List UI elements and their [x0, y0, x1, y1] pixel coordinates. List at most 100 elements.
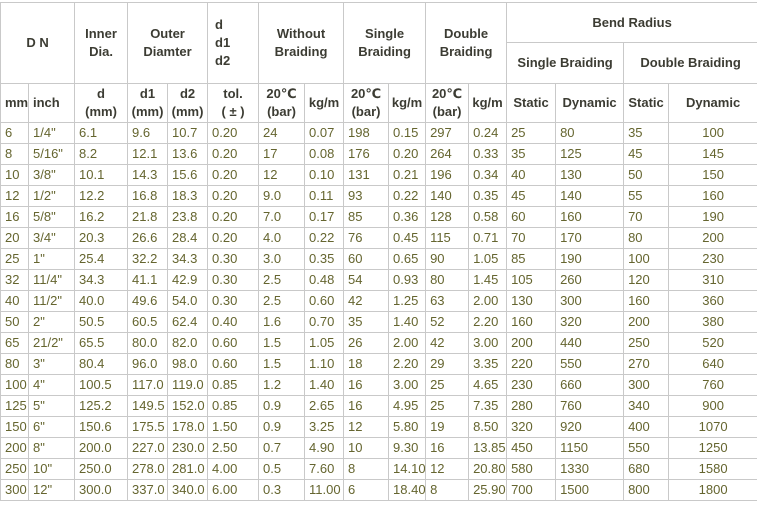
- cell-d-mm: 32: [0, 269, 29, 291]
- cell-double-braiding-bar: 52: [425, 311, 470, 333]
- cell-without-braiding-bar: 12: [258, 164, 306, 186]
- cell-double-braiding-kgm: 25.90: [468, 479, 508, 501]
- table-body: 6 1/4" 6.1 9.6 10.7 0.20 24 0.07 198 0.15 297 0.24 2…: [0, 122, 757, 501]
- cell-double-braiding-kgm: 4.65: [468, 374, 508, 396]
- cell-tolerance: 2.50: [207, 437, 260, 459]
- cell-double-braiding-kgm: 2.00: [468, 290, 508, 312]
- cell-double-braiding-kgm: 0.35: [468, 185, 508, 207]
- cell-single-braiding-kgm: 0.36: [388, 206, 427, 228]
- cell-single-braiding-bar: 93: [343, 185, 390, 207]
- cell-tolerance: 0.30: [207, 248, 260, 270]
- cell-bend-double-static: 340: [623, 395, 670, 417]
- cell-without-braiding-bar: 1.5: [258, 353, 306, 375]
- header-single-braiding: Single Braiding: [343, 2, 427, 84]
- cell-bend-double-dynamic: 150: [668, 164, 757, 186]
- subheader-without-braiding-bar: 20℃ (bar): [258, 83, 306, 123]
- cell-d-mm: 16: [0, 206, 29, 228]
- cell-bend-single-static: 40: [506, 164, 557, 186]
- cell-bend-double-static: 800: [623, 479, 670, 501]
- table-row: 12 1/2" 12.2 16.8 18.3 0.20 9.0 0.11 93 0.22 140 0.…: [0, 185, 757, 207]
- cell-d1-mm: 278.0: [127, 458, 169, 480]
- cell-bend-single-static: 130: [506, 290, 557, 312]
- cell-single-braiding-kgm: 4.95: [388, 395, 427, 417]
- cell-single-braiding-kgm: 0.21: [388, 164, 427, 186]
- cell-single-braiding-bar: 42: [343, 290, 390, 312]
- cell-bend-single-static: 200: [506, 332, 557, 354]
- cell-single-braiding-bar: 76: [343, 227, 390, 249]
- cell-double-braiding-bar: 115: [425, 227, 470, 249]
- cell-inner-d-mm: 8.2: [74, 143, 129, 165]
- cell-d-mm: 20: [0, 227, 29, 249]
- cell-d-mm: 8: [0, 143, 29, 165]
- subheader-d1-mm: d1 (mm): [127, 83, 169, 123]
- cell-bend-single-static: 160: [506, 311, 557, 333]
- cell-d-mm: 150: [0, 416, 29, 438]
- cell-without-braiding-kgm: 0.35: [304, 248, 345, 270]
- table-row: 80 3" 80.4 96.0 98.0 0.60 1.5 1.10 18 2.20 29 3.35 2…: [0, 353, 757, 375]
- cell-bend-double-dynamic: 200: [668, 227, 757, 249]
- cell-bend-single-dynamic: 170: [555, 227, 625, 249]
- cell-tolerance: 0.30: [207, 290, 260, 312]
- cell-tolerance: 6.00: [207, 479, 260, 501]
- cell-bend-double-dynamic: 310: [668, 269, 757, 291]
- cell-d2-mm: 42.9: [167, 269, 209, 291]
- subheader-single-braiding-kgm: kg/m: [388, 83, 427, 123]
- cell-d2-mm: 82.0: [167, 332, 209, 354]
- cell-without-braiding-bar: 4.0: [258, 227, 306, 249]
- cell-n-inch: 4": [27, 374, 76, 396]
- cell-inner-d-mm: 34.3: [74, 269, 129, 291]
- cell-d2-mm: 178.0: [167, 416, 209, 438]
- header-d-d1-d2: d d1 d2: [207, 2, 260, 84]
- cell-d-mm: 6: [0, 122, 29, 144]
- cell-bend-single-static: 450: [506, 437, 557, 459]
- cell-double-braiding-kgm: 0.24: [468, 122, 508, 144]
- cell-without-braiding-kgm: 0.10: [304, 164, 345, 186]
- cell-d1-mm: 16.8: [127, 185, 169, 207]
- cell-without-braiding-bar: 9.0: [258, 185, 306, 207]
- cell-without-braiding-kgm: 0.22: [304, 227, 345, 249]
- cell-bend-single-static: 85: [506, 248, 557, 270]
- cell-d2-mm: 34.3: [167, 248, 209, 270]
- cell-bend-single-static: 45: [506, 185, 557, 207]
- cell-bend-double-static: 70: [623, 206, 670, 228]
- cell-double-braiding-kgm: 1.05: [468, 248, 508, 270]
- cell-without-braiding-bar: 3.0: [258, 248, 306, 270]
- cell-bend-single-static: 25: [506, 122, 557, 144]
- cell-tolerance: 0.20: [207, 206, 260, 228]
- header-d-n: D N: [0, 2, 76, 84]
- cell-double-braiding-kgm: 20.80: [468, 458, 508, 480]
- cell-double-braiding-kgm: 8.50: [468, 416, 508, 438]
- table-row: 40 11/2" 40.0 49.6 54.0 0.30 2.5 0.60 42 1.25 63 2.…: [0, 290, 757, 312]
- cell-bend-single-static: 230: [506, 374, 557, 396]
- cell-double-braiding-kgm: 3.35: [468, 353, 508, 375]
- cell-tolerance: 4.00: [207, 458, 260, 480]
- cell-without-braiding-bar: 0.3: [258, 479, 306, 501]
- cell-double-braiding-bar: 80: [425, 269, 470, 291]
- cell-double-braiding-kgm: 0.58: [468, 206, 508, 228]
- cell-d2-mm: 10.7: [167, 122, 209, 144]
- header-row-units: mm inch d (mm) d1 (mm) d2 (mm) tol. ( ± …: [0, 83, 757, 123]
- cell-bend-double-static: 250: [623, 332, 670, 354]
- cell-without-braiding-kgm: 11.00: [304, 479, 345, 501]
- cell-without-braiding-kgm: 3.25: [304, 416, 345, 438]
- cell-double-braiding-bar: 196: [425, 164, 470, 186]
- cell-tolerance: 0.30: [207, 269, 260, 291]
- cell-single-braiding-kgm: 1.40: [388, 311, 427, 333]
- cell-d-mm: 65: [0, 332, 29, 354]
- cell-d-mm: 100: [0, 374, 29, 396]
- table-row: 6 1/4" 6.1 9.6 10.7 0.20 24 0.07 198 0.15 297 0.24 2…: [0, 122, 757, 144]
- cell-d1-mm: 12.1: [127, 143, 169, 165]
- cell-single-braiding-kgm: 3.00: [388, 374, 427, 396]
- cell-double-braiding-bar: 8: [425, 479, 470, 501]
- cell-inner-d-mm: 80.4: [74, 353, 129, 375]
- header-outer-diameter: Outer Diamter: [127, 2, 209, 84]
- table-row: 8 5/16" 8.2 12.1 13.6 0.20 17 0.08 176 0.20 264 0.3…: [0, 143, 757, 165]
- cell-d2-mm: 18.3: [167, 185, 209, 207]
- cell-without-braiding-bar: 2.5: [258, 269, 306, 291]
- cell-d-mm: 125: [0, 395, 29, 417]
- cell-bend-double-static: 80: [623, 227, 670, 249]
- cell-tolerance: 0.20: [207, 164, 260, 186]
- cell-inner-d-mm: 20.3: [74, 227, 129, 249]
- table-row: 20 3/4" 20.3 26.6 28.4 0.20 4.0 0.22 76 0.45 115 0.…: [0, 227, 757, 249]
- cell-single-braiding-kgm: 0.93: [388, 269, 427, 291]
